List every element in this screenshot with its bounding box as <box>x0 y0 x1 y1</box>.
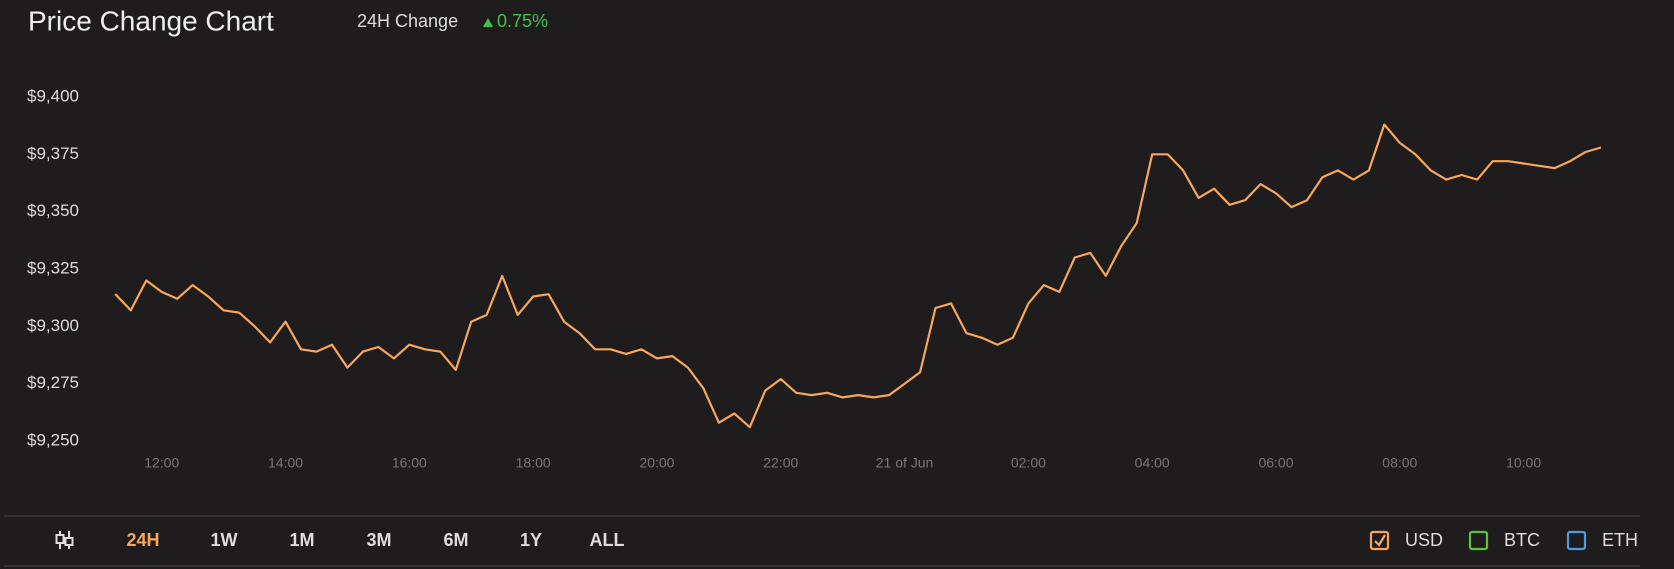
x-tick-label: 21 of Jun <box>876 455 934 471</box>
y-tick-label: $9,275 <box>27 373 79 392</box>
x-tick-label: 16:00 <box>392 455 427 471</box>
x-tick-label: 18:00 <box>516 455 551 471</box>
currency-checkbox[interactable] <box>1369 530 1390 551</box>
chart-type-icon[interactable] <box>55 531 74 549</box>
range-button[interactable]: 1Y <box>520 530 542 550</box>
currency-label[interactable]: ETH <box>1602 530 1638 550</box>
change-value: 0.75% <box>497 11 548 31</box>
x-tick-label: 10:00 <box>1506 455 1541 471</box>
range-button[interactable]: 24H <box>126 530 159 550</box>
y-tick-label: $9,400 <box>27 86 79 105</box>
x-tick-label: 22:00 <box>763 455 798 471</box>
check-mark <box>1374 534 1386 547</box>
up-arrow <box>483 18 493 27</box>
y-tick-label: $9,375 <box>27 144 79 163</box>
range-button[interactable]: 1W <box>211 530 238 550</box>
x-tick-label: 04:00 <box>1135 455 1170 471</box>
y-tick-label: $9,325 <box>27 258 79 277</box>
range-button[interactable]: 3M <box>366 530 391 550</box>
x-tick-label: 12:00 <box>144 455 179 471</box>
currency-label[interactable]: BTC <box>1504 530 1540 550</box>
currency-checkbox[interactable] <box>1468 530 1489 551</box>
y-tick-label: $9,300 <box>27 316 79 335</box>
change-label: 24H Change <box>357 11 458 31</box>
range-button[interactable]: 6M <box>443 530 468 550</box>
range-button[interactable]: ALL <box>590 530 625 550</box>
x-tick-label: 02:00 <box>1011 455 1046 471</box>
x-tick-label: 06:00 <box>1258 455 1293 471</box>
currency-checkbox[interactable] <box>1566 530 1587 551</box>
currency-label[interactable]: USD <box>1405 530 1443 550</box>
range-button[interactable]: 1M <box>289 530 314 550</box>
chart-title: Price Change Chart <box>28 5 274 36</box>
price-line <box>114 123 1602 429</box>
y-tick-label: $9,350 <box>27 201 79 220</box>
x-tick-label: 14:00 <box>268 455 303 471</box>
x-tick-label: 08:00 <box>1382 455 1417 471</box>
y-tick-label: $9,250 <box>27 430 79 449</box>
x-tick-label: 20:00 <box>639 455 674 471</box>
